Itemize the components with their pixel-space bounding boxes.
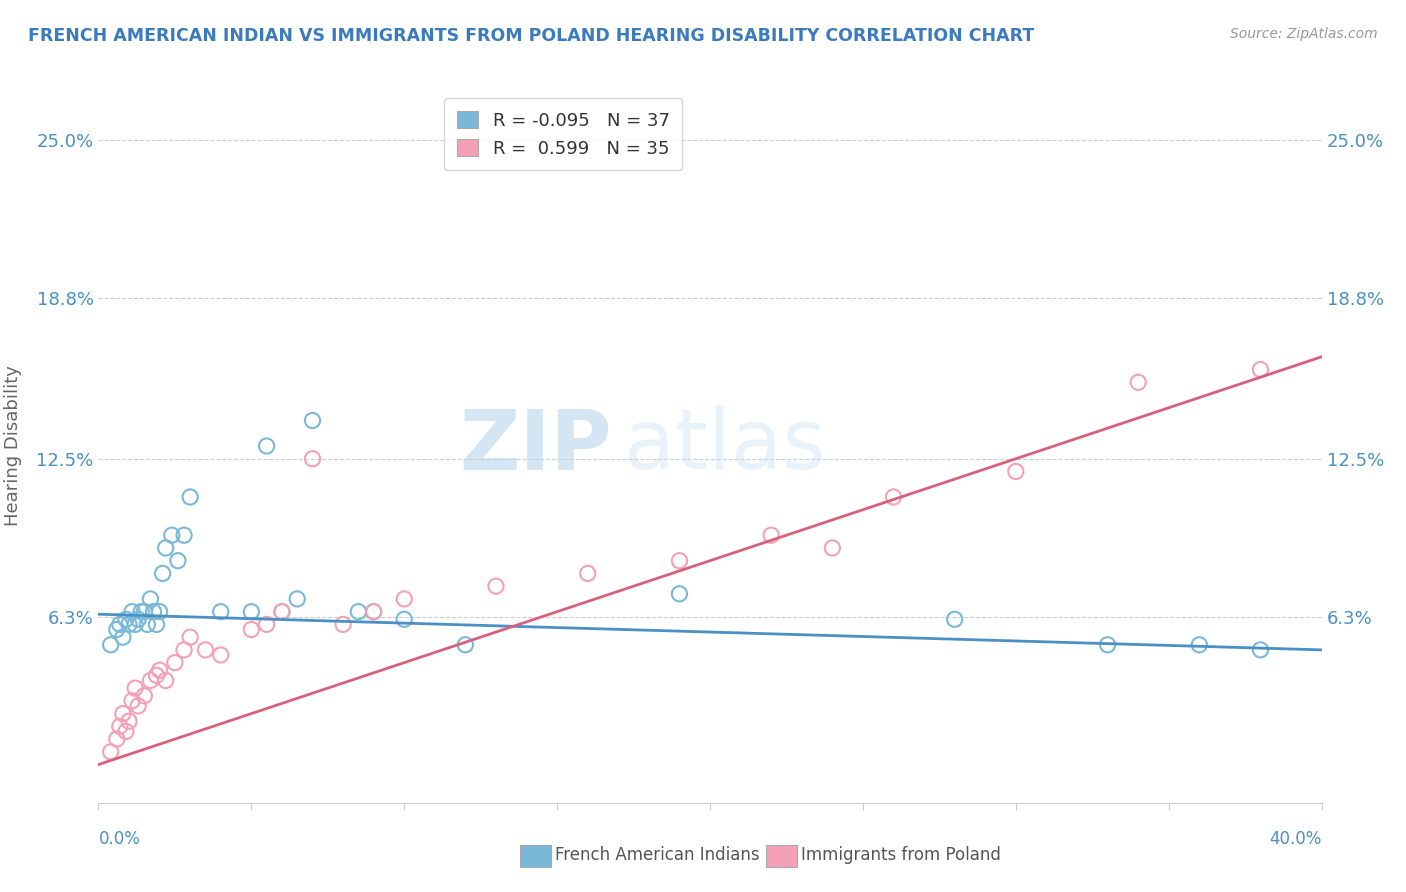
Point bbox=[256, 439, 278, 453]
Point bbox=[270, 605, 292, 619]
Point bbox=[363, 605, 385, 619]
Point bbox=[115, 612, 138, 626]
Legend: R = -0.095   N = 37, R =  0.599   N = 35: R = -0.095 N = 37, R = 0.599 N = 35 bbox=[444, 98, 682, 170]
Point bbox=[127, 612, 149, 626]
Point bbox=[134, 605, 156, 619]
Point bbox=[1128, 376, 1150, 390]
Point bbox=[179, 490, 201, 504]
Point bbox=[270, 605, 292, 619]
Point bbox=[142, 605, 165, 619]
Point bbox=[118, 714, 141, 729]
Point bbox=[1097, 638, 1119, 652]
Point bbox=[392, 591, 416, 606]
Point bbox=[1188, 638, 1211, 652]
Point bbox=[173, 528, 195, 542]
Text: ZIP: ZIP bbox=[460, 406, 612, 486]
Point bbox=[129, 605, 152, 619]
Point bbox=[105, 732, 128, 747]
Point bbox=[301, 451, 323, 466]
Point bbox=[240, 623, 263, 637]
Point bbox=[1004, 465, 1026, 479]
Point bbox=[111, 630, 134, 644]
Point bbox=[115, 724, 138, 739]
Point bbox=[209, 605, 232, 619]
Point bbox=[668, 554, 690, 568]
Point bbox=[111, 706, 134, 721]
Point bbox=[160, 528, 183, 542]
Point bbox=[194, 643, 217, 657]
Point bbox=[149, 663, 172, 677]
Point bbox=[124, 681, 146, 695]
Point bbox=[108, 719, 131, 733]
Point bbox=[256, 617, 278, 632]
Text: Immigrants from Poland: Immigrants from Poland bbox=[801, 846, 1001, 863]
Point bbox=[943, 612, 966, 626]
Point bbox=[105, 623, 128, 637]
Point bbox=[149, 605, 172, 619]
Point bbox=[155, 673, 177, 688]
Text: atlas: atlas bbox=[624, 406, 827, 486]
Point bbox=[485, 579, 508, 593]
Point bbox=[668, 587, 690, 601]
Point bbox=[145, 668, 167, 682]
Text: Source: ZipAtlas.com: Source: ZipAtlas.com bbox=[1230, 27, 1378, 41]
Point bbox=[301, 413, 323, 427]
Point bbox=[121, 605, 143, 619]
Point bbox=[118, 617, 141, 632]
Point bbox=[124, 617, 146, 632]
Point bbox=[347, 605, 370, 619]
Point bbox=[167, 554, 190, 568]
Point bbox=[108, 617, 131, 632]
Point bbox=[100, 638, 122, 652]
Point bbox=[759, 528, 782, 542]
Text: 0.0%: 0.0% bbox=[98, 830, 141, 847]
Point bbox=[240, 605, 263, 619]
Point bbox=[139, 591, 162, 606]
Point bbox=[136, 617, 159, 632]
Point bbox=[127, 698, 149, 713]
Point bbox=[209, 648, 232, 662]
Point bbox=[363, 605, 385, 619]
Y-axis label: Hearing Disability: Hearing Disability bbox=[4, 366, 22, 526]
Point bbox=[121, 694, 143, 708]
Point bbox=[821, 541, 844, 555]
Point bbox=[1249, 643, 1271, 657]
Point bbox=[152, 566, 174, 581]
Point bbox=[173, 643, 195, 657]
Text: 40.0%: 40.0% bbox=[1270, 830, 1322, 847]
Point bbox=[163, 656, 186, 670]
Point bbox=[576, 566, 599, 581]
Point bbox=[145, 617, 167, 632]
Point bbox=[883, 490, 905, 504]
Point bbox=[454, 638, 477, 652]
Text: FRENCH AMERICAN INDIAN VS IMMIGRANTS FROM POLAND HEARING DISABILITY CORRELATION : FRENCH AMERICAN INDIAN VS IMMIGRANTS FRO… bbox=[28, 27, 1035, 45]
Point bbox=[332, 617, 354, 632]
Text: French American Indians: French American Indians bbox=[555, 846, 761, 863]
Point bbox=[139, 673, 162, 688]
Point bbox=[392, 612, 416, 626]
Point bbox=[285, 591, 308, 606]
Point bbox=[1249, 362, 1271, 376]
Point bbox=[179, 630, 201, 644]
Point bbox=[100, 745, 122, 759]
Point bbox=[155, 541, 177, 555]
Point bbox=[134, 689, 156, 703]
